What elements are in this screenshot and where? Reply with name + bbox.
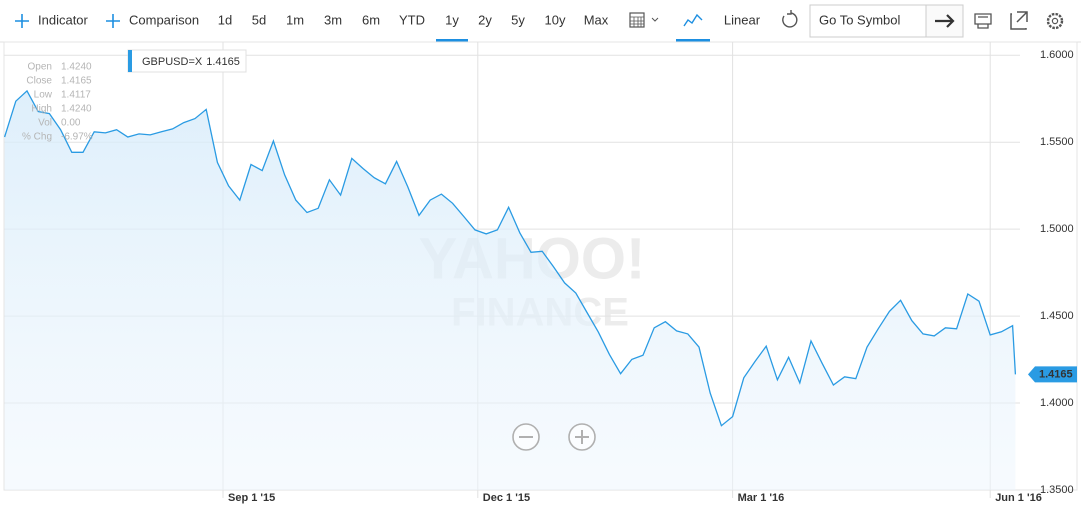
ohlc-value: 1.4165 xyxy=(61,76,92,87)
dropdown-caret xyxy=(651,17,659,22)
ohlc-label: Vol xyxy=(38,118,52,129)
y-tick-label: 1.4000 xyxy=(1040,397,1074,409)
chart-type-underline xyxy=(676,39,710,42)
toolbar-button[interactable]: 5d xyxy=(252,12,266,27)
ohlc-label: Low xyxy=(34,90,53,101)
x-tick-label: Jun 1 '16 xyxy=(995,492,1042,504)
ohlc-value: 1.4240 xyxy=(61,104,92,115)
x-tick-label: Mar 1 '16 xyxy=(738,492,785,504)
ohlc-value: 1.4240 xyxy=(61,62,92,73)
ohlc-value: 1.4117 xyxy=(61,90,91,101)
toolbar-items: Indicator Comparison 1d 5d 1m 3m 6m YTD 1y 2y 5y 10… xyxy=(15,4,1064,42)
toolbar-button[interactable]: Max xyxy=(584,12,609,27)
settings-icon[interactable] xyxy=(1046,12,1064,30)
ohlc-value: 0.00 xyxy=(61,118,81,129)
reset-icon[interactable] xyxy=(782,10,798,28)
x-tick-label: Dec 1 '15 xyxy=(483,492,530,504)
toolbar-button[interactable]: 1d xyxy=(218,12,232,27)
search-box[interactable] xyxy=(809,4,927,38)
calendar-grid xyxy=(630,16,644,27)
zoom-icon xyxy=(575,430,589,444)
search-placeholder: Go To Symbol xyxy=(819,12,901,27)
y-tick-label: 1.5000 xyxy=(1040,223,1074,235)
ohlc-label: High xyxy=(31,104,52,115)
toolbar-button[interactable]: 2y xyxy=(478,12,492,27)
last-price-label: 1.4165 xyxy=(1039,368,1073,380)
toolbar-button[interactable]: 5y xyxy=(511,12,525,27)
area xyxy=(4,90,1016,491)
price-line xyxy=(3,89,1017,427)
plot: YAHOO!FINANCE1.60001.55001.50001.45001.4… xyxy=(3,41,1078,504)
settings-hub xyxy=(1051,17,1059,25)
active-underline xyxy=(436,39,468,42)
last-price-badge xyxy=(1028,366,1077,383)
ohlc-label: % Chg xyxy=(22,132,52,143)
toolbar-button[interactable]: YTD xyxy=(399,12,425,27)
popout-icon[interactable] xyxy=(1010,11,1028,30)
toolbar-button[interactable]: Linear xyxy=(724,12,761,27)
legend-entry: GBPUSD=X 1.4165 xyxy=(142,56,240,68)
x-tick-label: Sep 1 '15 xyxy=(228,492,275,504)
toolbar-button[interactable]: 1y xyxy=(445,12,459,27)
toolbar-button[interactable]: Indicator xyxy=(38,12,89,27)
ohlc-value: -6.97% xyxy=(61,132,93,143)
y-tick-label: 1.4500 xyxy=(1040,310,1074,322)
y-tick-label: 1.3500 xyxy=(1040,484,1074,496)
toolbar-button[interactable]: 6m xyxy=(362,12,380,27)
toolbar-button[interactable]: 10y xyxy=(545,12,566,27)
ohlc-label: Open xyxy=(28,62,52,73)
legend-name: GBPUSD=X xyxy=(142,56,203,68)
legend-value: 1.4165 xyxy=(206,56,240,68)
calendar-icon[interactable] xyxy=(629,12,645,28)
plus-icon[interactable] xyxy=(15,14,29,28)
print-icon[interactable] xyxy=(974,13,992,29)
arrow-icon xyxy=(935,14,955,28)
toolbar-button[interactable]: Comparison xyxy=(129,12,199,27)
chart-type-icon[interactable] xyxy=(683,13,703,27)
legend-swatch xyxy=(128,50,132,72)
ohlc-label: Close xyxy=(26,76,52,87)
toolbar-button[interactable]: 1m xyxy=(286,12,304,27)
plus-icon[interactable] xyxy=(106,14,120,28)
y-tick-label: 1.6000 xyxy=(1040,49,1074,61)
y-tick-label: 1.5500 xyxy=(1040,136,1074,148)
toolbar-button[interactable]: 3m xyxy=(324,12,342,27)
